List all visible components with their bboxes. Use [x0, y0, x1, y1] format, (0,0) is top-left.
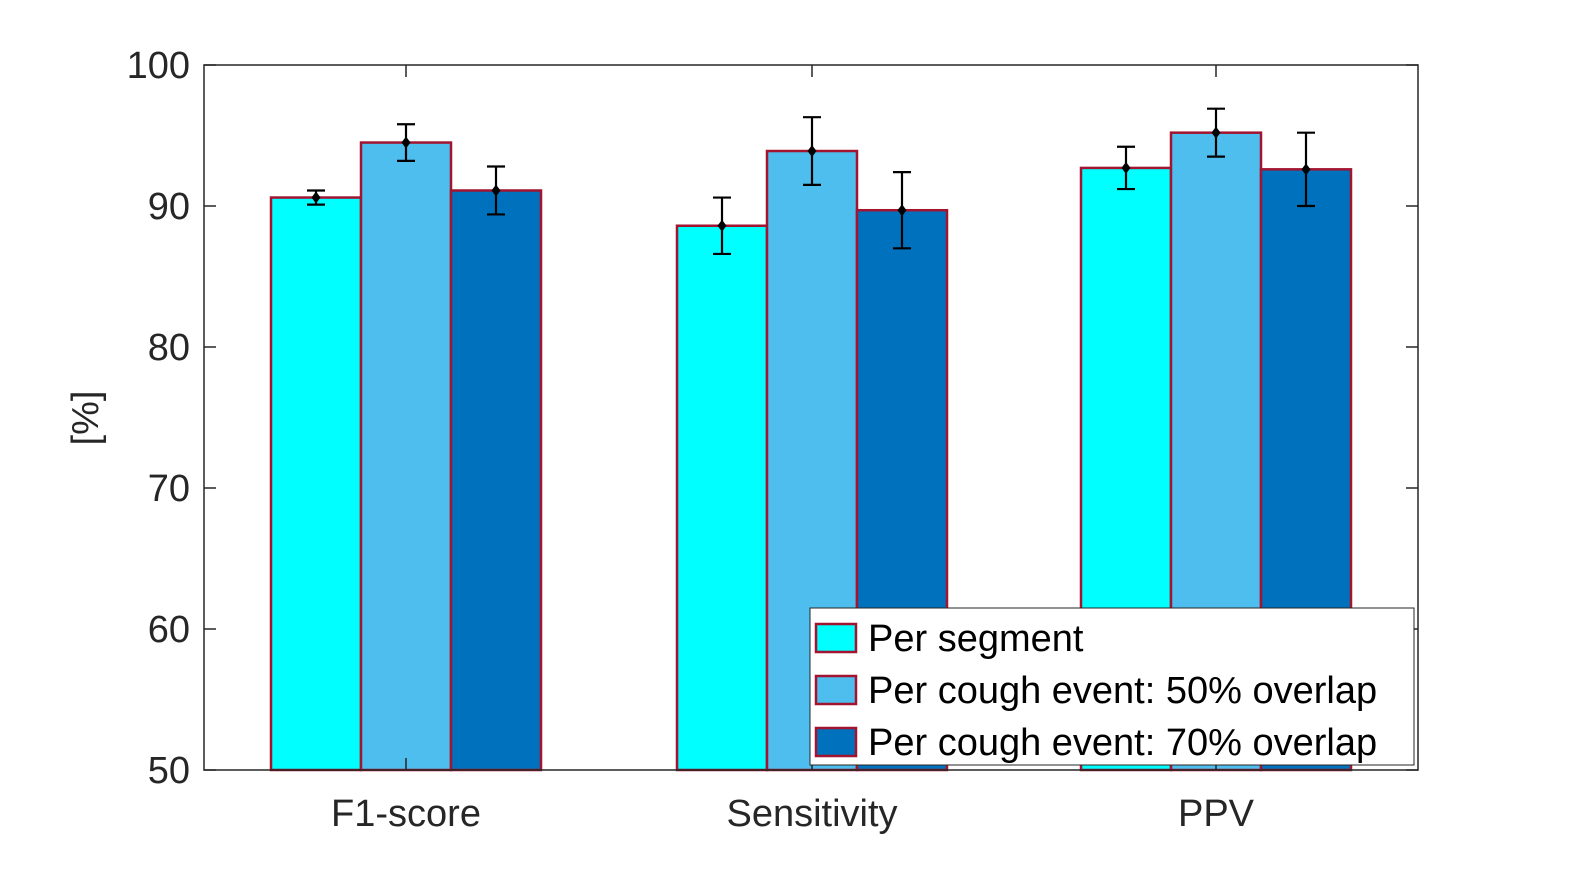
errorbar-f1-score-series-3 — [487, 165, 505, 216]
mean-marker — [491, 184, 501, 197]
errorbar-f1-score-series-2 — [397, 123, 415, 162]
y-axis-label: [%] — [65, 391, 107, 446]
errorbar-sensitivity-series-2 — [803, 116, 821, 186]
errorbar-ppv-series-2 — [1207, 107, 1225, 158]
mean-marker — [1121, 161, 1131, 174]
legend-label: Per segment — [868, 618, 1084, 660]
ticks-layer: 50 60 70 80 90 100 F1-score Sensitivity PPV — [127, 45, 1418, 835]
legend: Per segment Per cough event: 50% overlap P… — [809, 607, 1415, 766]
mean-marker — [1301, 163, 1311, 176]
mean-marker — [807, 145, 817, 158]
legend-label: Per cough event: 50% overlap — [868, 670, 1377, 712]
x-tick-label: F1-score — [331, 793, 481, 835]
legend-swatch — [814, 622, 858, 654]
errorbar-ppv-series-1 — [1117, 145, 1135, 191]
mean-marker — [311, 191, 321, 204]
bar-f1-score-series-3 — [449, 189, 543, 772]
errorbars-layer — [307, 107, 1315, 256]
errorbar-ppv-series-3 — [1297, 131, 1315, 208]
y-tick-label: 50 — [148, 750, 190, 792]
axes-box — [203, 64, 1419, 771]
y-tick-label: 60 — [148, 609, 190, 651]
legend-swatch — [814, 674, 858, 706]
y-tick-label: 70 — [148, 468, 190, 510]
y-tick-label: 80 — [148, 327, 190, 369]
mean-marker — [401, 136, 411, 149]
mean-marker — [717, 219, 727, 232]
mean-marker — [1211, 126, 1221, 139]
y-tick-label: 90 — [148, 186, 190, 228]
legend-label: Per cough event: 70% overlap — [868, 722, 1377, 764]
x-tick-label: PPV — [1178, 793, 1255, 835]
errorbar-sensitivity-series-3 — [893, 171, 911, 250]
errorbar-sensitivity-series-1 — [713, 196, 731, 256]
bar-f1-score-series-2 — [359, 141, 453, 772]
legend-swatch — [814, 726, 858, 758]
x-tick-label: Sensitivity — [726, 793, 897, 835]
y-tick-label: 100 — [127, 45, 190, 87]
bar-sensitivity-series-1 — [675, 224, 769, 772]
errorbar-f1-score-series-1 — [307, 189, 325, 206]
mean-marker — [897, 204, 907, 217]
bar-f1-score-series-1 — [269, 196, 363, 772]
legend-box — [809, 607, 1415, 766]
